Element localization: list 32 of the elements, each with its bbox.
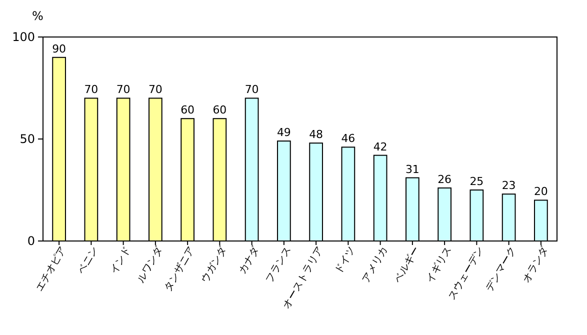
data-label: 31 — [405, 162, 420, 176]
data-label: 70 — [84, 83, 98, 96]
y-tick-label: 100 — [12, 30, 35, 44]
y-axis-title: % — [32, 9, 44, 23]
data-label: 20 — [534, 185, 548, 198]
x-tick-label: ベルギー — [392, 244, 422, 285]
x-tick-label: カナダ — [236, 243, 262, 276]
data-label: 70 — [116, 83, 130, 96]
data-label: 70 — [148, 83, 162, 96]
x-tick-label: フランス — [264, 244, 294, 285]
data-label: 46 — [341, 132, 356, 146]
y-tick-label: 0 — [27, 234, 35, 248]
data-label: 90 — [52, 42, 66, 56]
data-label: 42 — [373, 140, 388, 154]
x-tick-label: イギリス — [424, 244, 454, 285]
data-label: 23 — [502, 179, 516, 192]
x-tick-label: アメリカ — [360, 244, 390, 285]
data-label: 49 — [276, 126, 291, 140]
x-tick-label: インド — [108, 244, 133, 276]
x-tick-label: エチオピア — [34, 244, 69, 294]
y-tick-label: 50 — [20, 132, 35, 146]
x-tick-label: ベニン — [76, 244, 101, 276]
data-label: 60 — [212, 104, 227, 117]
x-tick-label: オランダ — [520, 243, 552, 285]
x-tick-label: ウガンダ — [198, 243, 230, 285]
data-label: 60 — [180, 104, 195, 117]
data-label: 48 — [309, 128, 324, 142]
data-label: 70 — [244, 83, 259, 96]
x-tick-label: ドイツ — [333, 244, 358, 276]
data-label: 26 — [438, 172, 452, 186]
data-label: 25 — [470, 175, 484, 188]
x-tick-label: デンマーク — [484, 244, 518, 294]
